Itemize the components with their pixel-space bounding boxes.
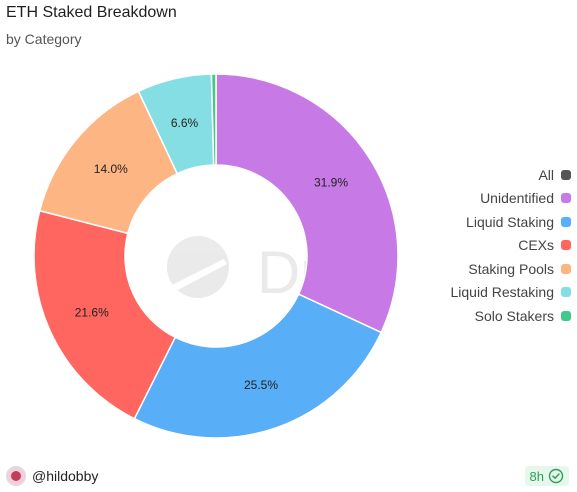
legend-label: Liquid Staking [466, 213, 554, 230]
legend-item-all[interactable]: All [450, 163, 571, 187]
dune-logo-icon [167, 236, 229, 298]
slice-liquid-staking[interactable] [133, 293, 383, 439]
legend-label: CEXs [518, 237, 554, 254]
freshness-age: 8h [529, 468, 544, 484]
legend: All Unidentified Liquid Staking CEXs Sta… [450, 163, 571, 328]
legend-swatch [561, 169, 571, 180]
legend-label: Liquid Restaking [450, 284, 554, 301]
legend-item-liquid-staking[interactable]: Liquid Staking [450, 210, 571, 234]
legend-item-cexs[interactable]: CEXs [450, 234, 571, 258]
dune-logo-stripe [170, 259, 227, 292]
legend-swatch [561, 310, 571, 321]
legend-swatch [561, 216, 571, 227]
legend-swatch [561, 287, 571, 298]
slice-label: 31.9% [314, 175, 348, 189]
avatar [6, 466, 26, 486]
chart-title: ETH Staked Breakdown [6, 4, 177, 21]
slice-solo-stakers[interactable] [210, 73, 217, 166]
legend-label: Staking Pools [468, 260, 554, 277]
legend-label: Solo Stakers [474, 307, 554, 324]
slices-group [33, 73, 399, 439]
slice-label: 14.0% [94, 162, 128, 176]
legend-swatch [561, 240, 571, 251]
legend-item-liquid-restaking[interactable]: Liquid Restaking [450, 281, 571, 305]
slice-unidentified[interactable] [215, 73, 399, 334]
legend-label: Unidentified [480, 190, 554, 207]
slice-label: 21.6% [75, 306, 109, 320]
author-username: @hildobby [32, 468, 99, 484]
legend-swatch [561, 193, 571, 204]
legend-item-unidentified[interactable]: Unidentified [450, 187, 571, 211]
legend-item-staking-pools[interactable]: Staking Pools [450, 257, 571, 281]
legend-item-solo-stakers[interactable]: Solo Stakers [450, 304, 571, 328]
slice-labels-group: 31.9% 25.5% 21.6% 14.0% 6.6% [75, 116, 349, 392]
slice-label: 6.6% [171, 116, 199, 130]
author-link[interactable]: @hildobby [6, 466, 98, 486]
slice-cexs[interactable] [33, 209, 177, 420]
slice-label: 25.5% [244, 378, 278, 392]
verified-check-icon [548, 468, 564, 484]
freshness-badge[interactable]: 8h [524, 466, 569, 486]
legend-label: All [538, 166, 554, 183]
legend-swatch [561, 263, 571, 274]
chart-subtitle: by Category [6, 31, 82, 47]
